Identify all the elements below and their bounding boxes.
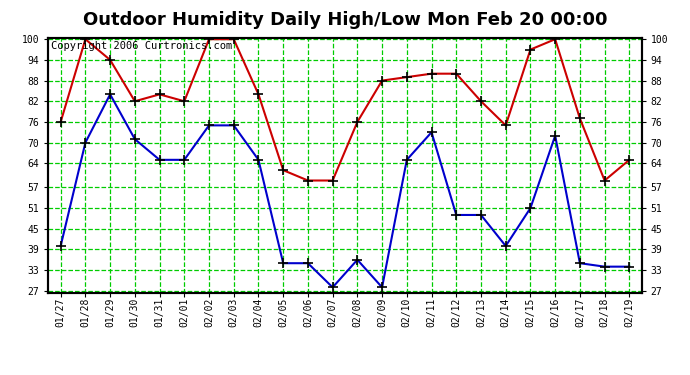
Text: Outdoor Humidity Daily High/Low Mon Feb 20 00:00: Outdoor Humidity Daily High/Low Mon Feb … — [83, 11, 607, 29]
Text: Copyright 2006 Curtronics.com: Copyright 2006 Curtronics.com — [51, 41, 233, 51]
